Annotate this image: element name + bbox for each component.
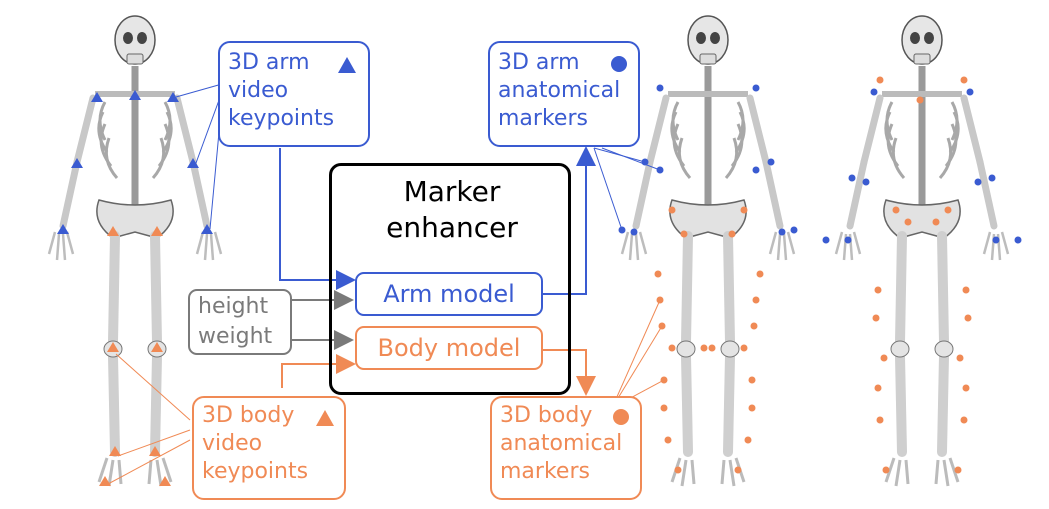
body-anatomical-line2: anatomical <box>500 431 623 456</box>
body-anatomical-line1: 3D body <box>500 403 593 428</box>
circle-icon <box>611 56 627 72</box>
arm-anatomical-line1: 3D arm <box>498 50 580 75</box>
body-video-keypoints-box: 3D body video keypoints <box>192 396 346 500</box>
triangle-icon <box>338 57 356 73</box>
arm-anatomical-line2: anatomical <box>498 78 621 103</box>
arm-video-connectors <box>175 83 223 230</box>
body-anatomical-connectors <box>611 299 665 409</box>
skeleton-front-right <box>622 16 794 486</box>
body-video-line2: video <box>202 431 263 456</box>
arm-anatomical-markers-box: 3D arm anatomical markers <box>488 41 640 147</box>
back-body-markers <box>872 76 972 474</box>
body-model-label: Body model <box>377 334 521 362</box>
marker-enhancer-title: Marker enhancer <box>372 174 532 246</box>
weight-label: weight <box>198 324 273 349</box>
marker-enhancer-box <box>329 163 571 395</box>
arm-model-label: Arm model <box>383 280 515 308</box>
arm-video-keypoints <box>57 90 213 234</box>
height-label: height <box>198 294 269 319</box>
body-anatomical-line3: markers <box>500 459 590 484</box>
height-weight-box: height weight <box>188 289 292 355</box>
circle-icon <box>613 409 629 425</box>
arm-video-keypoints-box: 3D arm video keypoints <box>218 41 370 147</box>
arm-video-to-arm-model-arrow <box>279 148 356 290</box>
body-video-connectors <box>107 353 191 485</box>
marker-enhancer-title-line2: enhancer <box>386 211 518 244</box>
body-model-box: Body model <box>355 326 543 370</box>
arm-video-line1: 3D arm <box>228 50 310 75</box>
arm-anatomical-connectors <box>593 147 661 231</box>
body-anatomical-markers <box>654 206 764 474</box>
body-anatomical-markers-box: 3D body anatomical markers <box>490 396 642 500</box>
skeleton-back <box>836 16 1008 486</box>
arm-model-box: Arm model <box>355 272 543 316</box>
triangle-icon <box>316 410 334 426</box>
arm-video-line2: video <box>228 78 289 103</box>
body-video-line3: keypoints <box>202 459 309 484</box>
body-video-line1: 3D body <box>202 403 295 428</box>
arm-video-line3: keypoints <box>228 106 335 131</box>
arm-anatomical-markers <box>618 84 798 236</box>
arm-anatomical-line3: markers <box>498 106 588 131</box>
marker-enhancer-title-line1: Marker <box>403 175 501 208</box>
body-video-to-body-model-arrow <box>281 354 356 388</box>
back-arm-markers <box>822 88 1022 244</box>
body-model-to-anatomical-arrow <box>543 349 596 396</box>
arm-model-to-anatomical-arrow <box>543 146 596 295</box>
